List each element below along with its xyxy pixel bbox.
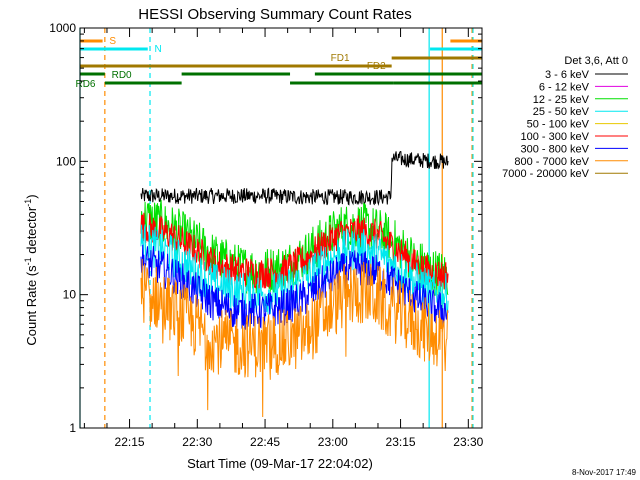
x-tick-label-2: 22:45	[250, 435, 280, 449]
series-line-3	[140, 224, 449, 316]
y-tick-label-1: 10	[63, 288, 77, 302]
flag-n-label: N	[155, 44, 162, 55]
x-tick-label-1: 22:30	[182, 435, 212, 449]
legend-header: Det 3,6, Att 0	[564, 55, 628, 67]
plot-area: S N FD1 FD2 RD0 RD6 1 10 100 1000 22:15 22:30 22:45 2…	[49, 21, 483, 449]
legend-label-4: 50 - 100 keV	[527, 119, 590, 131]
legend-label-2: 12 - 25 keV	[533, 94, 590, 106]
flag-fd2-label: FD2	[367, 61, 386, 72]
y-axis-label: Count Rate (s-1 detector-1)	[23, 194, 39, 345]
legend-label-1: 6 - 12 keV	[539, 81, 590, 93]
legend-label-6: 300 - 800 keV	[521, 143, 590, 155]
x-tick-label-4: 23:15	[386, 435, 416, 449]
series-line-5	[140, 258, 449, 418]
y-tick-label-3: 1000	[49, 21, 76, 35]
legend-label-7: 800 - 7000 keV	[514, 156, 589, 168]
x-tick-label-3: 23:00	[318, 435, 348, 449]
footer-timestamp: 8-Nov-2017 17:49	[572, 468, 637, 477]
legend-label-5: 100 - 300 keV	[521, 131, 590, 143]
flag-s-label: S	[109, 36, 116, 47]
legend-label-8: 7000 - 20000 keV	[502, 168, 590, 180]
flag-rd6-label: RD6	[75, 79, 95, 90]
y-tick-label-2: 100	[56, 154, 76, 168]
x-axis-label: Start Time (09-Mar-17 22:04:02)	[187, 456, 373, 471]
legend-label-0: 3 - 6 keV	[545, 69, 590, 81]
flag-rd0-label: RD0	[112, 70, 132, 81]
series-line-2	[140, 212, 449, 290]
x-tick-label-0: 22:15	[115, 435, 145, 449]
chart-title: HESSI Observing Summary Count Rates	[138, 6, 411, 23]
series-line-0	[140, 151, 449, 206]
plot-frame	[79, 27, 483, 429]
y-tick-label-0: 1	[69, 421, 76, 435]
legend-label-3: 25 - 50 keV	[533, 106, 590, 118]
flag-fd1-label: FD1	[331, 53, 350, 64]
x-tick-label-5: 23:30	[453, 435, 483, 449]
